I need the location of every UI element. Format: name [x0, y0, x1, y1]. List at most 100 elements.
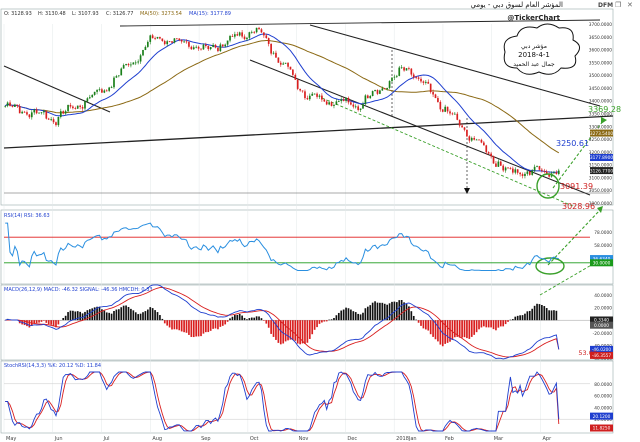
candle-body — [45, 111, 48, 119]
candle-body — [236, 34, 239, 36]
candle-body — [279, 62, 282, 65]
candle-body — [417, 77, 420, 79]
candle-body — [463, 127, 466, 130]
candle-body — [185, 41, 188, 43]
candle-body — [35, 109, 38, 114]
candle-body — [516, 169, 519, 173]
highlight-circle — [536, 173, 560, 199]
candle-body — [101, 89, 103, 93]
candle-body — [74, 108, 77, 109]
candle-body — [79, 105, 81, 107]
candle-body — [521, 174, 524, 176]
candle-body — [350, 102, 352, 105]
candle-body — [98, 89, 101, 91]
candle-body — [282, 63, 285, 65]
macd-bottom-label: 53.00 — [578, 349, 597, 357]
price-axis: 3700.0000 3650.0000 3600.0000 3550.0000 3500… — [589, 22, 614, 207]
annotation-line-1: مؤشر دبي — [521, 43, 547, 50]
price-tick-label: 3200.0000 — [589, 150, 613, 156]
candle-body — [76, 105, 79, 109]
candle-body — [376, 90, 379, 94]
upper-target-label: 3369.28 — [588, 105, 621, 114]
candle-body — [21, 111, 23, 114]
candle-body — [468, 136, 471, 141]
rsi-axis: 78.000058.000038.000028.000036.634030.00… — [590, 230, 613, 268]
candle-body — [110, 87, 113, 89]
candle-body — [337, 101, 340, 102]
candle-body — [311, 93, 314, 96]
candle-body — [120, 68, 123, 76]
candle-body — [33, 109, 36, 113]
candle-body — [151, 35, 154, 39]
candle-body — [125, 64, 127, 66]
legend-item-2: L: 3107.93 — [72, 11, 99, 17]
legend-item-4: MA(50): 3273.54 — [140, 11, 182, 17]
candle-body — [142, 49, 144, 56]
price-badge — [590, 167, 613, 175]
candle-body — [381, 88, 384, 91]
candle-body — [538, 166, 541, 170]
time-tick-label: Dec — [347, 436, 357, 442]
candle-body — [357, 106, 359, 110]
candle-body — [149, 35, 152, 42]
price-tick-label: 3500.0000 — [589, 73, 613, 79]
candle-body — [427, 81, 430, 84]
candle-body — [509, 168, 512, 169]
candle-body — [47, 118, 50, 120]
candle-body — [466, 129, 468, 137]
candle-body — [359, 108, 362, 110]
rsi-level-badge-label: 30.0000 — [593, 261, 611, 267]
candle-body — [308, 95, 311, 100]
candle-body — [499, 161, 502, 166]
candle-body — [398, 67, 401, 76]
candle-body — [526, 171, 529, 174]
candle-body — [292, 69, 294, 75]
candle-body — [354, 106, 357, 108]
price-tick-label: 3700.0000 — [589, 22, 613, 28]
candle-body — [439, 101, 442, 110]
stoch-panel-frame — [0, 360, 614, 434]
candle-body — [209, 47, 212, 50]
candle-body — [432, 92, 434, 95]
price-badge — [590, 154, 613, 162]
close-icon[interactable]: ✕ — [627, 1, 633, 9]
price-candles — [4, 26, 560, 179]
candle-body — [84, 101, 86, 109]
candle-body — [38, 112, 40, 114]
candle-body — [536, 166, 538, 167]
candle-body — [26, 112, 28, 115]
candle-body — [408, 68, 410, 70]
candle-body — [456, 113, 459, 120]
price-badge — [590, 129, 613, 137]
candle-body — [371, 91, 374, 97]
candle-body — [122, 65, 125, 69]
stoch-tick-label: 40.0000 — [594, 405, 612, 411]
candle-body — [59, 111, 62, 117]
candle-body — [519, 172, 521, 175]
stoch-panel — [4, 371, 590, 432]
candle-body — [144, 46, 147, 50]
annotation-line-2: 2018-4-1 — [518, 51, 550, 59]
candle-body — [321, 95, 323, 100]
price-badge-label: 3177.8900 — [590, 155, 614, 161]
candle-body — [543, 170, 546, 172]
candle-body — [301, 90, 304, 92]
candle-body — [91, 94, 94, 98]
rsi-value-badge — [590, 255, 613, 263]
candle-body — [178, 38, 181, 41]
macd-badge-label: 0.3340 — [594, 318, 609, 324]
price-tick-label: 3350.0000 — [589, 112, 613, 118]
restore-icon[interactable]: ❐ — [615, 1, 621, 9]
candle-body — [195, 46, 198, 48]
candle-body — [161, 38, 164, 42]
candle-body — [512, 168, 514, 173]
candle-body — [422, 81, 425, 83]
candle-body — [533, 166, 536, 171]
price-tick-label: 3150.0000 — [589, 163, 613, 169]
price-panel-frame — [0, 8, 614, 206]
candle-body — [325, 101, 328, 105]
candle-body — [67, 104, 69, 112]
candle-body — [383, 88, 386, 90]
candle-body — [475, 139, 478, 141]
